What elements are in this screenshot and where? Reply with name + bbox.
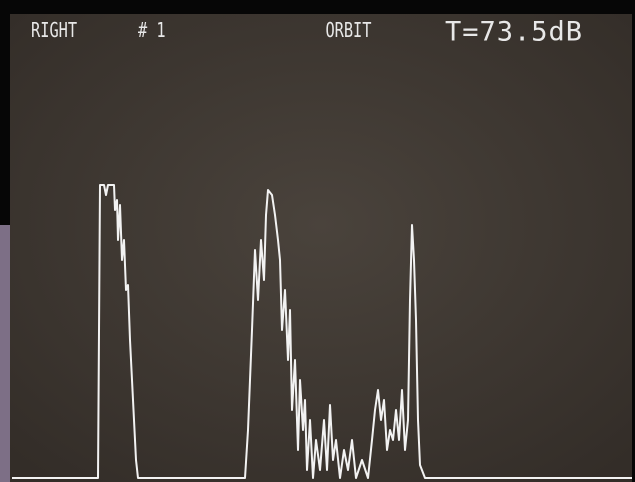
mode-label: ORBIT <box>325 19 371 43</box>
probe-number: # 1 <box>138 19 166 43</box>
gain-label: T=73.5dB <box>445 17 583 48</box>
side-label: RIGHT <box>31 19 77 43</box>
display-area <box>10 14 632 482</box>
a-scan-waveform <box>12 184 632 479</box>
left-edge-reflection <box>0 225 12 482</box>
